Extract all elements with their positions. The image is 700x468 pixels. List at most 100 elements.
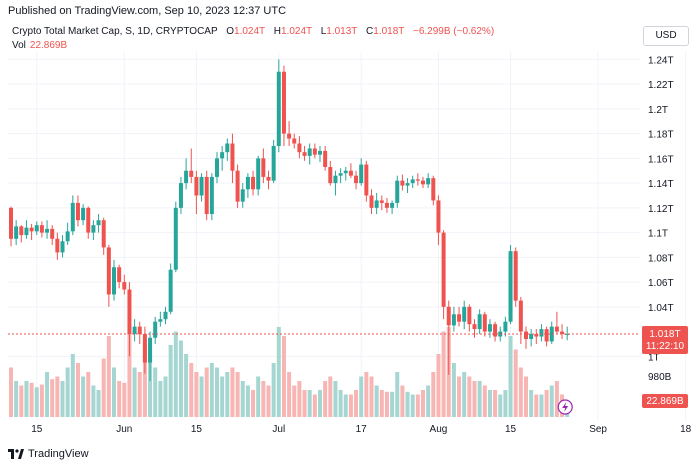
change-value: −6.299B (−0.62%) (412, 26, 495, 37)
volume-bar (354, 390, 359, 417)
candle-body (390, 202, 395, 208)
volume-bar (549, 385, 554, 417)
volume-bar (14, 381, 19, 417)
candle-body (565, 334, 570, 336)
candle-body (281, 71, 286, 134)
time-tick-label: Jul (272, 424, 285, 435)
candle-body (163, 311, 168, 320)
candle-body (518, 300, 523, 332)
candle-body (359, 164, 364, 184)
volume-bar (415, 394, 420, 417)
volume-bar (467, 376, 472, 417)
volume-bar (328, 376, 333, 417)
ohlc-legend: Crypto Total Market Cap, S, 1D, CRYPTOCA… (12, 26, 494, 37)
price-tick-label: 1T (648, 352, 660, 363)
price-tick-label: 1.12T (648, 204, 674, 215)
volume-bar (178, 340, 183, 417)
time-tick-label: 18 (680, 424, 692, 435)
volume-tick-label: 980B (648, 372, 672, 383)
candle-body (529, 334, 534, 339)
candle-body (379, 200, 384, 203)
high-value: 1.024T (280, 26, 312, 37)
volume-bar (390, 391, 395, 417)
candle-body (534, 334, 539, 337)
price-tick-label: 1.2T (648, 105, 668, 116)
footer-brand[interactable]: TradingView (8, 448, 89, 460)
candle-body (446, 306, 451, 326)
candle-body (457, 314, 462, 322)
volume-bar (153, 367, 158, 417)
volume-value: 22.869B (29, 40, 68, 51)
candle-body (220, 152, 225, 159)
volume-bar (276, 327, 281, 417)
candle-body (472, 324, 477, 330)
candle-body (487, 324, 492, 332)
volume-bar (462, 372, 467, 417)
close-label: C (366, 26, 374, 37)
volume-bar (65, 367, 70, 417)
candle-body (215, 158, 219, 177)
candle-body (328, 167, 333, 184)
candle-body (462, 306, 467, 322)
candle-body (173, 207, 178, 270)
time-tick-label: 17 (356, 424, 368, 435)
candle-body (101, 220, 106, 248)
time-tick-label: Sep (589, 424, 607, 435)
volume-bar (384, 391, 389, 417)
time-axis[interactable]: 15 Jun 15 Jul 17 Aug 15 Sep 18 (31, 424, 691, 435)
volume-bar (292, 385, 297, 417)
volume-bar (75, 363, 80, 417)
candle-body (544, 329, 549, 342)
volume-bar (230, 367, 235, 417)
volume-bar (307, 390, 312, 417)
candle-body (65, 231, 70, 242)
volume-bar (343, 394, 348, 417)
volume-bar (9, 367, 13, 417)
volume-bar (235, 372, 240, 417)
price-axis[interactable]: 1.24T 1.22T 1.2T 1.18T 1.16T 1.14T 1.12T 1.1T 1.… (648, 55, 674, 383)
candle-body (209, 176, 214, 215)
candle-body (287, 133, 292, 139)
symbol-title: Crypto Total Market Cap, S, 1D, CRYPTOCA… (12, 26, 218, 37)
volume-bar (369, 376, 374, 417)
volume-bar (204, 367, 209, 417)
volume-bar (503, 390, 508, 417)
candle-body (50, 228, 55, 239)
price-tick-label: 1.18T (648, 130, 674, 141)
candle-body (55, 238, 60, 253)
time-tick-label: 15 (505, 424, 517, 435)
volume-bar (251, 390, 256, 417)
candle-body (230, 143, 235, 171)
candle-body (348, 170, 353, 176)
candle-body (503, 321, 508, 332)
lightning-icon-bolt (562, 402, 569, 412)
price-tick-label: 1.1T (648, 229, 668, 240)
candle-body (549, 326, 554, 342)
candle-body (168, 269, 173, 312)
volume-bar (498, 394, 503, 417)
volume-bar (137, 372, 142, 417)
volume-bar (45, 372, 50, 417)
low-label: L (320, 26, 327, 37)
lightning-icon[interactable] (557, 399, 573, 415)
volume-bar (312, 394, 317, 417)
volume-bar (60, 381, 65, 417)
candle-body (431, 178, 436, 201)
volume-bar (318, 390, 322, 417)
volume-bar (379, 390, 384, 417)
currency-button[interactable]: USD (643, 26, 689, 46)
volume-bar (261, 381, 266, 417)
candle-body (338, 173, 343, 176)
candle-body (245, 176, 250, 190)
price-chart[interactable]: 1.24T 1.22T 1.2T 1.18T 1.16T 1.14T 1.12T 1.1T 1.… (0, 22, 700, 440)
candle-body (112, 267, 116, 295)
volume-bar (477, 381, 482, 417)
candle-body (554, 326, 559, 332)
volume-bar (173, 331, 178, 417)
candle-body (266, 176, 271, 181)
candle-body (441, 232, 446, 307)
candle-body (81, 207, 86, 221)
candle-body (276, 71, 281, 146)
volume-bar (184, 354, 189, 417)
candle-body (493, 324, 498, 337)
